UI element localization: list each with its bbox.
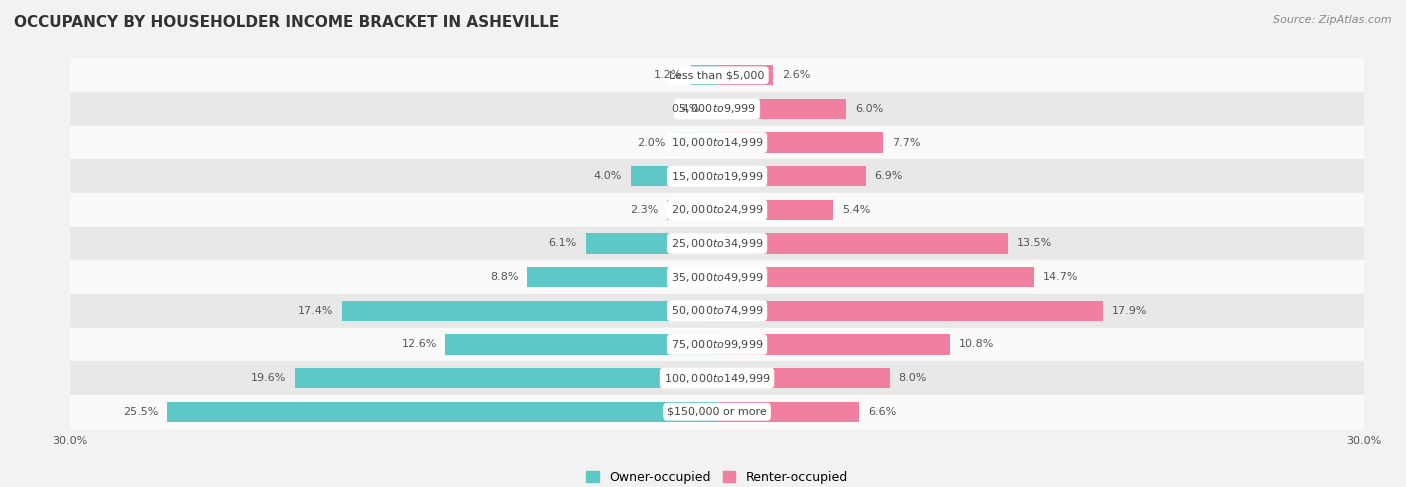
Text: 10.8%: 10.8% bbox=[959, 339, 994, 350]
Text: 12.6%: 12.6% bbox=[402, 339, 437, 350]
Bar bbox=[709, 99, 717, 119]
Text: 19.6%: 19.6% bbox=[250, 373, 285, 383]
Bar bbox=[70, 193, 1364, 226]
Bar bbox=[717, 233, 1008, 254]
Text: 6.1%: 6.1% bbox=[548, 239, 576, 248]
Text: 1.2%: 1.2% bbox=[654, 70, 682, 80]
Text: 5.4%: 5.4% bbox=[842, 205, 870, 215]
Bar bbox=[446, 335, 717, 355]
Text: $75,000 to $99,999: $75,000 to $99,999 bbox=[671, 338, 763, 351]
Text: $10,000 to $14,999: $10,000 to $14,999 bbox=[671, 136, 763, 149]
Bar bbox=[717, 368, 890, 388]
Text: $50,000 to $74,999: $50,000 to $74,999 bbox=[671, 304, 763, 318]
Bar bbox=[70, 58, 1364, 92]
Bar bbox=[70, 92, 1364, 126]
Text: $20,000 to $24,999: $20,000 to $24,999 bbox=[671, 204, 763, 216]
Bar bbox=[70, 361, 1364, 395]
Text: 6.9%: 6.9% bbox=[875, 171, 903, 181]
Legend: Owner-occupied, Renter-occupied: Owner-occupied, Renter-occupied bbox=[582, 466, 852, 487]
Text: 2.3%: 2.3% bbox=[630, 205, 659, 215]
Text: $35,000 to $49,999: $35,000 to $49,999 bbox=[671, 271, 763, 283]
Text: 17.4%: 17.4% bbox=[298, 306, 333, 316]
Text: 7.7%: 7.7% bbox=[891, 137, 920, 148]
Text: Less than $5,000: Less than $5,000 bbox=[669, 70, 765, 80]
Bar bbox=[70, 328, 1364, 361]
Bar bbox=[717, 65, 773, 85]
Bar bbox=[631, 166, 717, 187]
Bar bbox=[717, 166, 866, 187]
Text: 8.8%: 8.8% bbox=[491, 272, 519, 282]
Text: 2.6%: 2.6% bbox=[782, 70, 810, 80]
Bar bbox=[717, 132, 883, 152]
Bar bbox=[717, 300, 1102, 321]
Text: 8.0%: 8.0% bbox=[898, 373, 927, 383]
Bar bbox=[70, 294, 1364, 328]
Text: $150,000 or more: $150,000 or more bbox=[668, 407, 766, 417]
Bar bbox=[717, 200, 834, 220]
Bar bbox=[717, 335, 950, 355]
Text: $25,000 to $34,999: $25,000 to $34,999 bbox=[671, 237, 763, 250]
Bar bbox=[70, 226, 1364, 261]
Bar bbox=[717, 402, 859, 422]
Text: 14.7%: 14.7% bbox=[1043, 272, 1078, 282]
Bar bbox=[70, 159, 1364, 193]
Bar bbox=[70, 395, 1364, 429]
Text: 6.0%: 6.0% bbox=[855, 104, 883, 114]
Text: 17.9%: 17.9% bbox=[1112, 306, 1147, 316]
Text: $5,000 to $9,999: $5,000 to $9,999 bbox=[678, 102, 756, 115]
Text: 4.0%: 4.0% bbox=[593, 171, 623, 181]
Bar bbox=[717, 99, 846, 119]
Text: 6.6%: 6.6% bbox=[868, 407, 896, 417]
Text: 2.0%: 2.0% bbox=[637, 137, 665, 148]
Text: $15,000 to $19,999: $15,000 to $19,999 bbox=[671, 169, 763, 183]
Bar bbox=[294, 368, 717, 388]
Bar bbox=[673, 132, 717, 152]
Bar bbox=[692, 65, 717, 85]
Bar bbox=[585, 233, 717, 254]
Bar bbox=[70, 261, 1364, 294]
Bar bbox=[527, 267, 717, 287]
Text: 0.4%: 0.4% bbox=[672, 104, 700, 114]
Bar bbox=[717, 267, 1033, 287]
Text: 25.5%: 25.5% bbox=[124, 407, 159, 417]
Text: $100,000 to $149,999: $100,000 to $149,999 bbox=[664, 372, 770, 385]
Bar bbox=[668, 200, 717, 220]
Text: OCCUPANCY BY HOUSEHOLDER INCOME BRACKET IN ASHEVILLE: OCCUPANCY BY HOUSEHOLDER INCOME BRACKET … bbox=[14, 15, 560, 30]
Bar bbox=[167, 402, 717, 422]
Bar bbox=[70, 126, 1364, 159]
Text: 13.5%: 13.5% bbox=[1017, 239, 1052, 248]
Text: Source: ZipAtlas.com: Source: ZipAtlas.com bbox=[1274, 15, 1392, 25]
Bar bbox=[342, 300, 717, 321]
